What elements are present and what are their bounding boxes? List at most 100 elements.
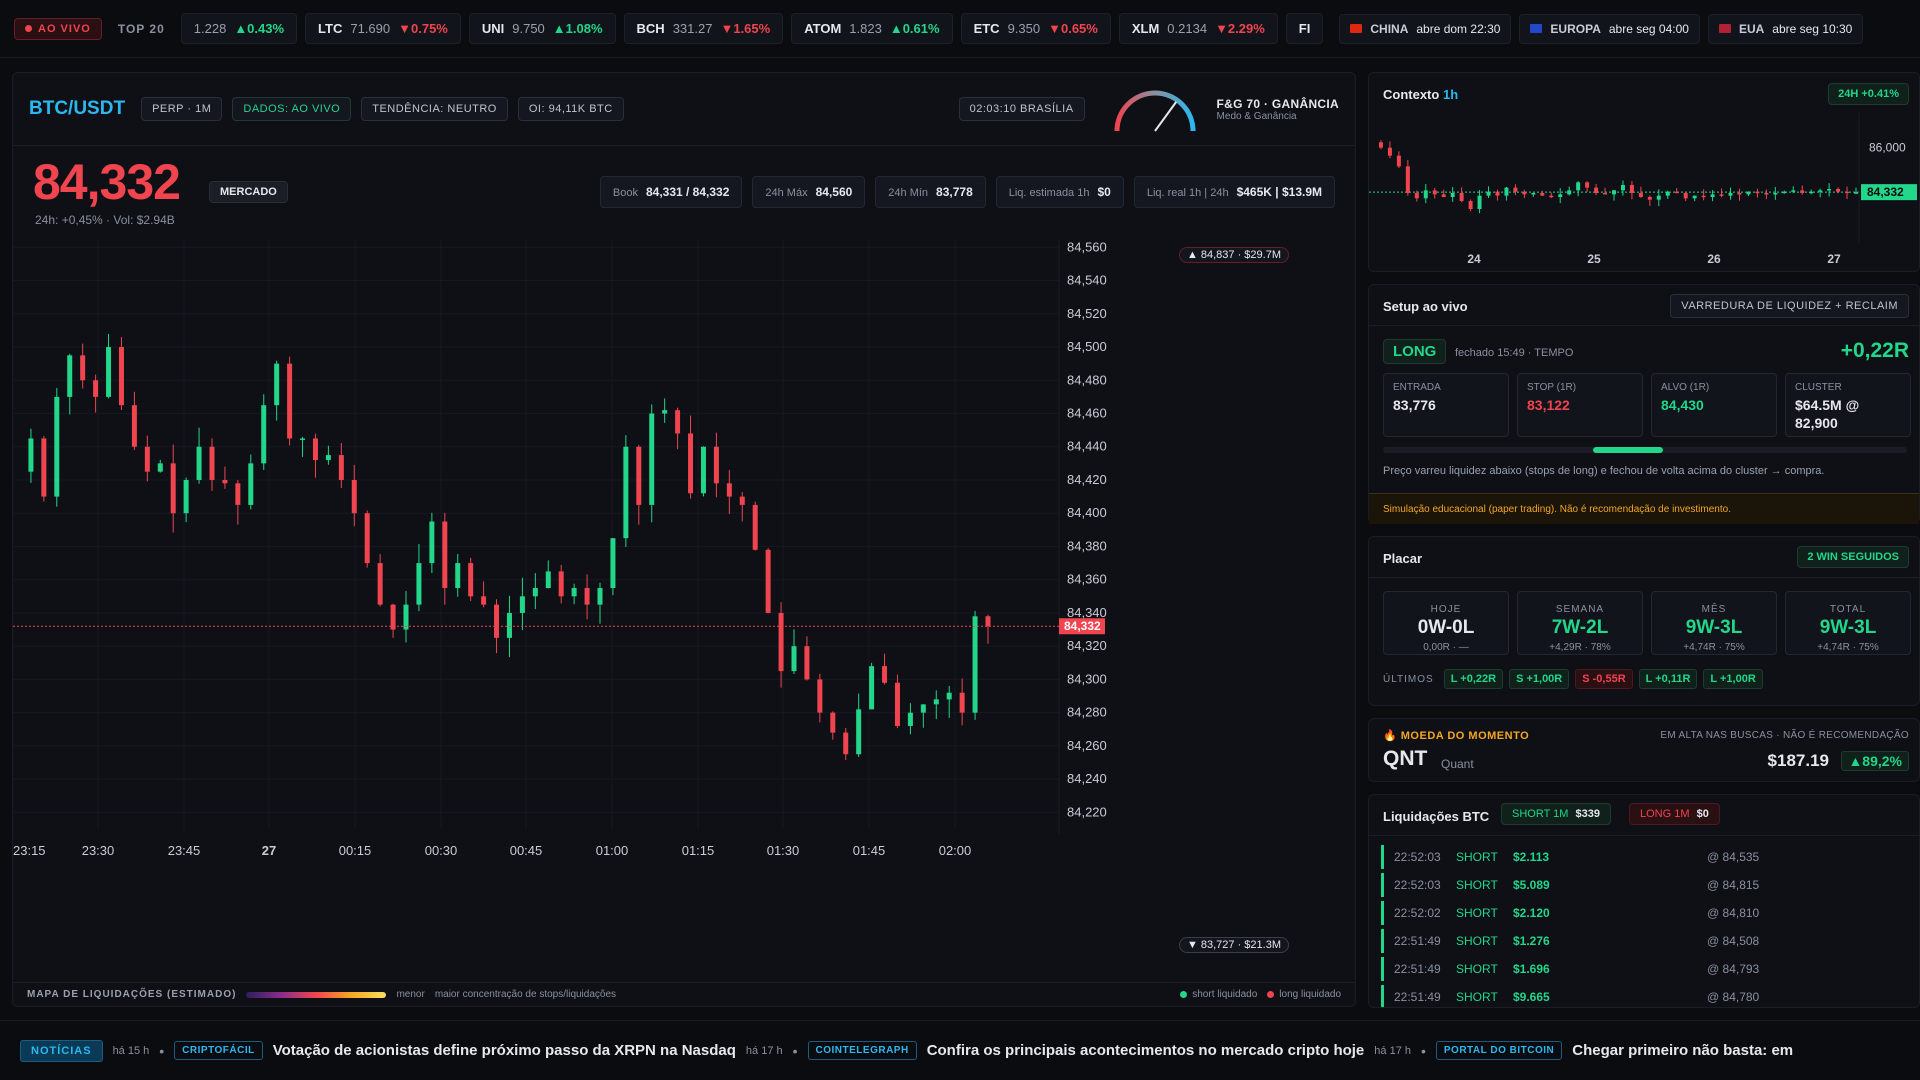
candle-body[interactable] — [403, 604, 409, 630]
candle-body[interactable] — [597, 588, 603, 605]
ticker-item[interactable]: XLM 0.2134 ▼2.29% — [1118, 13, 1278, 44]
candle-body[interactable] — [946, 692, 952, 700]
candle-body[interactable] — [610, 538, 616, 589]
context-timeframe[interactable]: 1h — [1442, 87, 1459, 102]
candle-body[interactable] — [584, 588, 590, 605]
ticker-item[interactable]: FI — [1285, 13, 1324, 44]
candle-body[interactable] — [649, 413, 655, 505]
news-headline[interactable]: Votação de acionistas define próximo pas… — [272, 1042, 736, 1059]
candle-body[interactable] — [791, 646, 797, 672]
candle-body[interactable] — [377, 563, 383, 605]
candle-body[interactable] — [571, 588, 577, 597]
ticker-item[interactable]: BCH 331.27 ▼1.65% — [623, 13, 784, 44]
candle-body[interactable] — [494, 604, 500, 638]
candle-body[interactable] — [429, 521, 435, 564]
candle-body[interactable] — [144, 446, 150, 472]
candle-body[interactable] — [830, 712, 836, 733]
candle-body[interactable] — [196, 446, 202, 480]
candle-body[interactable] — [41, 438, 47, 497]
ticker-item[interactable]: 1.228 ▲0.43% — [180, 13, 298, 44]
candle-body[interactable] — [157, 463, 163, 472]
timeframe-pill[interactable]: PERP · 1M — [141, 97, 223, 121]
candle-body[interactable] — [54, 396, 60, 497]
candle-body[interactable] — [235, 483, 241, 505]
candle-body[interactable] — [623, 446, 629, 539]
candle-body[interactable] — [907, 712, 913, 726]
candle-body[interactable] — [636, 446, 642, 505]
candle-body[interactable] — [300, 438, 306, 440]
candle-body[interactable] — [209, 446, 215, 480]
candle-body[interactable] — [442, 521, 448, 589]
candle-body[interactable] — [778, 612, 784, 672]
candle-body[interactable] — [713, 446, 719, 484]
candle-body[interactable] — [325, 455, 331, 461]
candle-body[interactable] — [106, 347, 112, 397]
context-chart[interactable]: 86,000 84,332 24 25 26 27 — [1369, 113, 1920, 273]
candle-body[interactable] — [985, 616, 991, 627]
news-headline[interactable]: Confira os principais acontecimentos no … — [926, 1042, 1365, 1059]
candle-body[interactable] — [662, 410, 668, 414]
candle-body[interactable] — [222, 479, 228, 484]
candle-body[interactable] — [481, 596, 487, 605]
candle-body[interactable] — [675, 410, 681, 434]
news-headline[interactable]: Chegar primeiro não basta: em — [1572, 1042, 1794, 1059]
candle-body[interactable] — [338, 455, 344, 480]
candle-body[interactable] — [312, 438, 318, 461]
ticker-item[interactable]: LTC 71.690 ▼0.75% — [305, 13, 461, 44]
candle-body[interactable] — [28, 438, 34, 472]
ticker-item[interactable]: UNI 9.750 ▲1.08% — [468, 13, 616, 44]
candle-body[interactable] — [351, 479, 357, 514]
trending-coin-panel[interactable]: 🔥 MOEDA DO MOMENTO EM ALTA NAS BUSCAS · … — [1368, 718, 1920, 782]
top20-label[interactable]: TOP 20 — [117, 21, 165, 36]
news-badge[interactable]: NOTÍCIAS — [20, 1039, 103, 1062]
candle-body[interactable] — [752, 504, 758, 550]
chart-svg[interactable]: 84,560 84,540 84,520 84,500 84,480 84,460 84,4… — [13, 239, 1357, 984]
candle-body[interactable] — [364, 513, 370, 564]
candle-body[interactable] — [882, 666, 888, 683]
candle-body[interactable] — [261, 405, 267, 464]
candle-body[interactable] — [856, 709, 862, 755]
candle-body[interactable] — [80, 355, 86, 381]
news-source[interactable]: PORTAL DO BITCOIN — [1435, 1041, 1563, 1060]
candle-body[interactable] — [248, 463, 254, 505]
candle-body[interactable] — [455, 563, 461, 589]
candle-body[interactable] — [532, 588, 538, 597]
candle-body[interactable] — [700, 446, 706, 494]
candle-body[interactable] — [558, 571, 564, 597]
candle-body[interactable] — [817, 679, 823, 713]
candlestick-chart[interactable]: 84,560 84,540 84,520 84,500 84,480 84,460 84,4… — [13, 239, 1357, 984]
ticker-item[interactable]: ATOM 1.823 ▲0.61% — [791, 13, 953, 44]
candle-body[interactable] — [287, 363, 293, 439]
candle-body[interactable] — [920, 704, 926, 713]
candle-body[interactable] — [67, 355, 73, 397]
candle-body[interactable] — [545, 571, 551, 589]
candle-body[interactable] — [804, 646, 810, 680]
news-source[interactable]: CRIPTOFÁCIL — [174, 1041, 263, 1060]
candle-body[interactable] — [390, 604, 396, 630]
candle-body[interactable] — [506, 612, 512, 638]
candle-body[interactable] — [972, 616, 978, 713]
candle-body[interactable] — [959, 692, 965, 713]
candle-body[interactable] — [726, 483, 732, 497]
candle-body[interactable] — [894, 682, 900, 726]
candle-body[interactable] — [869, 666, 875, 710]
symbol-title[interactable]: BTC/USDT — [29, 98, 126, 119]
candle-body[interactable] — [274, 363, 280, 406]
candle-body[interactable] — [468, 563, 474, 597]
candle-body[interactable] — [519, 596, 525, 613]
candle-body[interactable] — [688, 433, 694, 494]
candle-body[interactable] — [131, 405, 137, 447]
candle-body[interactable] — [118, 347, 124, 406]
candle-body[interactable] — [416, 563, 422, 605]
news-source[interactable]: COINTELEGRAPH — [807, 1041, 917, 1060]
candle-body[interactable] — [183, 479, 189, 514]
long-1m-value: $0 — [1696, 808, 1709, 820]
candle-body[interactable] — [933, 699, 939, 705]
candle-body[interactable] — [93, 380, 99, 397]
candle-body[interactable] — [843, 732, 849, 755]
ticker-item[interactable]: ETC 9.350 ▼0.65% — [960, 13, 1111, 44]
candle-body[interactable] — [765, 549, 771, 613]
market-order-button[interactable]: MERCADO — [209, 181, 288, 203]
candle-body[interactable] — [170, 463, 176, 514]
candle-body[interactable] — [739, 496, 745, 505]
